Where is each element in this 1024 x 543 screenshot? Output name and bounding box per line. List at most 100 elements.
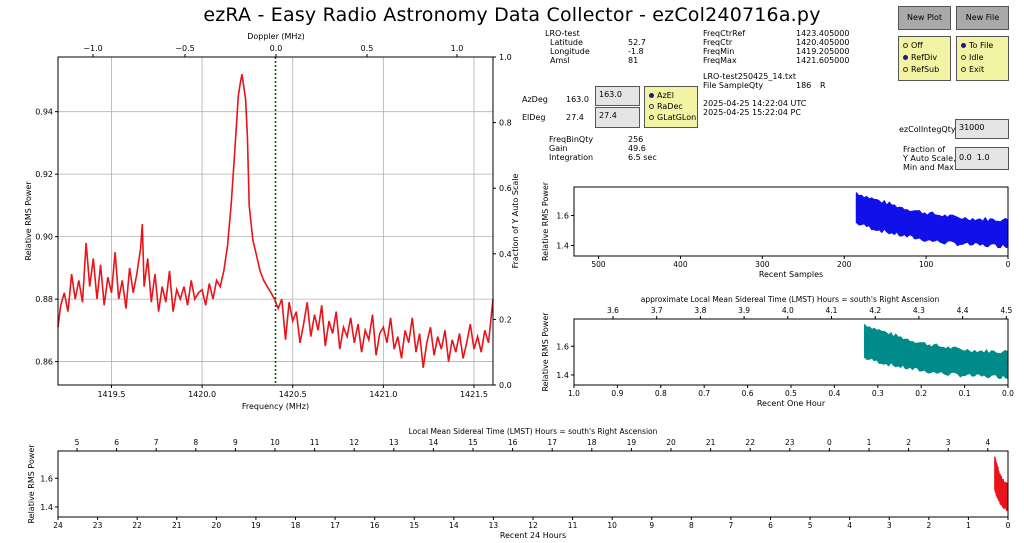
coord-option-radec[interactable]: RaDec [649, 101, 693, 112]
top-tick-label: 19 [627, 438, 637, 447]
data-band [864, 323, 1009, 379]
freqctr-label: FreqCtr [703, 38, 733, 47]
x-tick-label: 3 [887, 521, 892, 530]
x-tick-label: 0.9 [611, 389, 623, 398]
radio-dot-icon [649, 115, 654, 120]
top-tick-label: 18 [587, 438, 597, 447]
freqbinqty-label: FreqBinQty [549, 135, 594, 144]
y-tick-label: 1.6 [556, 342, 569, 351]
y-tick-label: 1.4 [40, 503, 53, 512]
x-tick-label: 0.2 [915, 389, 927, 398]
x-tick-label: 1419.5 [97, 390, 125, 399]
top-tick-label: 3.9 [738, 306, 750, 315]
yauto-input[interactable]: 0.0 1.0 [955, 147, 1009, 170]
eldeg-value: 27.4 [566, 113, 584, 122]
freqbinqty-value: 256 [628, 135, 644, 144]
ref-option-off[interactable]: Off [903, 40, 946, 52]
x-tick-label: 0.7 [698, 389, 710, 398]
x-tick-label: 0 [1006, 260, 1011, 269]
x-tick-label: 7 [729, 521, 734, 530]
top-tick-label: 20 [666, 438, 676, 447]
y-tick-label: 1.6 [40, 474, 53, 483]
file-option-tofile[interactable]: To File [961, 40, 1004, 52]
plot-frame [57, 450, 1009, 518]
x-tick-label: 500 [591, 260, 606, 269]
radio-dot-icon [961, 67, 966, 72]
eldeg-input[interactable]: 27.4 [595, 107, 640, 128]
azdeg-input[interactable]: 163.0 [595, 86, 640, 106]
ref-option-refsub[interactable]: RefSub [903, 64, 946, 76]
top-tick-label: 13 [389, 438, 399, 447]
radio-dot-selected-icon [649, 93, 654, 98]
plot-frame [573, 186, 1009, 257]
top-tick-label: 5 [75, 438, 80, 447]
x-tick-label: 400 [673, 260, 688, 269]
freqctrref-label: FreqCtrRef [703, 29, 746, 38]
top-tick-label: 0.5 [361, 44, 374, 53]
x-tick-label: 2 [926, 521, 931, 530]
x-tick-label: 9 [649, 521, 654, 530]
x-tick-label: 15 [409, 521, 419, 530]
radio-dot-selected-icon [903, 55, 908, 60]
top-tick-label: −0.5 [175, 44, 194, 53]
file-option-idle[interactable]: Idle [961, 52, 1004, 64]
top-tick-label: 14 [429, 438, 439, 447]
ref-option-refdiv[interactable]: RefDiv [903, 52, 946, 64]
x-tick-label: 11 [568, 521, 578, 530]
gain-label: Gain [549, 144, 568, 153]
top-tick-label: 0 [827, 438, 832, 447]
gain-value: 49.6 [628, 144, 646, 153]
radio-dot-selected-icon [961, 43, 966, 48]
top-tick-label: 2 [906, 438, 911, 447]
freqmin-value: 1419.205000 [796, 47, 850, 56]
integqty-input[interactable]: 31000 [955, 119, 1009, 139]
data-band [856, 191, 1009, 249]
y-axis-label: Relative RMS Power [24, 181, 33, 261]
app-title: ezRA - Easy Radio Astronomy Data Collect… [203, 4, 821, 26]
new-file-button[interactable]: New File [956, 6, 1009, 30]
freqmin-label: FreqMin [703, 47, 735, 56]
x-tick-label: 1.0 [568, 389, 580, 398]
file-option-exit[interactable]: Exit [961, 64, 1004, 76]
time-utc: 2025-04-25 14:22:04 UTC [703, 99, 807, 108]
right-tick-label: 1.0 [499, 53, 512, 62]
top-tick-label: 16 [508, 438, 518, 447]
right-axis-label: Fraction of Y Auto Scale [511, 174, 520, 269]
new-plot-button[interactable]: New Plot [898, 6, 951, 30]
freqmax-value: 1421.605000 [796, 56, 850, 65]
ref-mode-radio-group[interactable]: Off RefDiv RefSub [898, 36, 951, 81]
coord-option-azel[interactable]: AzEl [649, 90, 693, 101]
latitude-value: 52.7 [628, 38, 646, 47]
x-tick-label: 8 [689, 521, 694, 530]
radio-dot-icon [961, 55, 966, 60]
x-tick-label: 0.6 [742, 389, 754, 398]
top-tick-label: 3.7 [651, 306, 663, 315]
amsl-label: Amsl [550, 56, 570, 65]
file-mode-radio-group[interactable]: To File Idle Exit [956, 36, 1009, 81]
file-name: LRO-test250425_14.txt [703, 72, 797, 81]
right-tick-label: 0.2 [499, 315, 512, 324]
top-tick-label: 1 [867, 438, 872, 447]
yauto-label-2: Y Auto Scale, [903, 154, 956, 163]
x-tick-label: 300 [755, 260, 770, 269]
top-tick-label: 11 [310, 438, 320, 447]
x-tick-label: 21 [172, 521, 182, 530]
coord-option-glatglon[interactable]: GLatGLon [649, 112, 696, 123]
top-axis-label: approximate Local Mean Sidereal Time (LM… [641, 295, 940, 304]
y-tick-label: 0.92 [35, 170, 53, 179]
top-tick-label: 8 [193, 438, 198, 447]
x-tick-label: 14 [449, 521, 459, 530]
x-tick-label: 0 [1006, 521, 1011, 530]
azdeg-value: 163.0 [566, 95, 589, 104]
x-tick-label: 1420.0 [188, 390, 216, 399]
radio-dot-icon [903, 43, 908, 48]
spectrum-series-line [57, 74, 494, 368]
y-tick-label: 0.94 [35, 108, 53, 117]
azdeg-label: AzDeg [522, 95, 548, 104]
yauto-label-1: Fraction of [903, 145, 946, 154]
eldeg-label: ElDeg [522, 113, 546, 122]
x-tick-label: 1421.0 [369, 390, 397, 399]
x-tick-label: 0.3 [872, 389, 884, 398]
coord-radio-group[interactable]: AzEl RaDec GLatGLon [644, 86, 698, 128]
